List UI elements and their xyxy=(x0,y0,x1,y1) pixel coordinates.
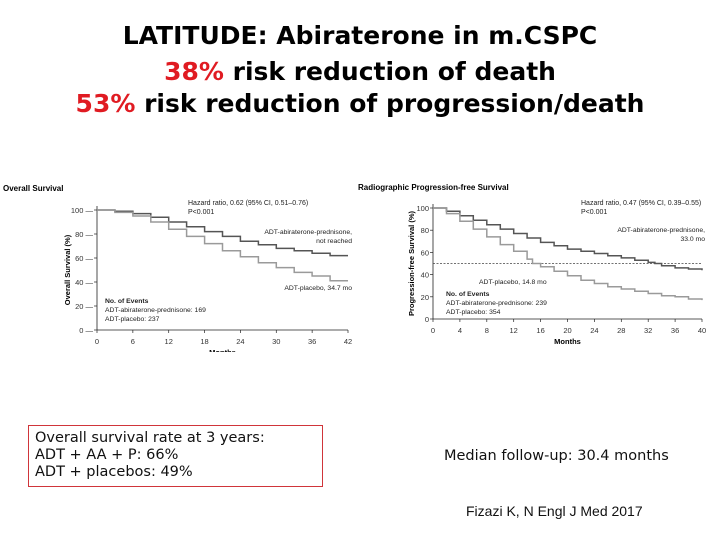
os-ytick-label: 60 — xyxy=(75,254,93,263)
os-ylabel: Overall Survival (%) xyxy=(63,234,72,305)
os-rate-heading: Overall survival rate at 3 years: xyxy=(35,430,265,446)
os-hazard-ratio: Hazard ratio, 0.62 (95% CI, 0.51–0.76) xyxy=(188,200,308,207)
pfs-ytick-label: 40 xyxy=(421,271,429,280)
pfs-xlabel: Months xyxy=(554,337,581,346)
os-events-row: ADT-placebo: 237 xyxy=(105,316,160,323)
os-series-placebo xyxy=(97,209,348,282)
citation: Fizazi K, N Engl J Med 2017 xyxy=(466,503,643,519)
pfs-series-placebo xyxy=(433,207,703,301)
pfs-events-title: No. of Events xyxy=(446,291,490,298)
progression-reduction-text: risk reduction of progression/death xyxy=(135,89,645,118)
os-events-title: No. of Events xyxy=(105,298,149,305)
os-xtick-label: 0 xyxy=(95,337,99,346)
os-p-value: P<0.001 xyxy=(188,209,214,216)
os-xtick-label: 42 xyxy=(344,337,352,346)
subtitle-death: 38% risk reduction of death xyxy=(0,56,720,88)
rpfs-chart: Radiographic Progression-free Survival 0… xyxy=(358,183,706,346)
pfs-ylabel: Progression-free Survival (%) xyxy=(407,210,416,316)
median-followup: Median follow-up: 30.4 months xyxy=(444,448,669,464)
os-xtick-label: 6 xyxy=(131,337,135,346)
os-ytick-label: 20 — xyxy=(75,302,93,311)
progression-reduction-pct: 53% xyxy=(75,89,136,118)
os-ytick-label: 40 — xyxy=(75,278,93,287)
pfs-label-abiraterone: ADT-abiraterone-prednisone, xyxy=(617,227,705,234)
pfs-xtick-label: 12 xyxy=(510,326,518,335)
os-label-abiraterone-median: not reached xyxy=(316,238,352,245)
overall-survival-chart: Overall Survival 0 — 20 — 40 — 60 — 80 — 100 … xyxy=(3,184,352,352)
os-xlabel: Months xyxy=(209,348,236,352)
pfs-xtick-label: 16 xyxy=(536,326,544,335)
pfs-ytick-label: 0 xyxy=(425,315,429,324)
os-label-abiraterone: ADT-abiraterone-prednisone, xyxy=(264,229,352,236)
pfs-hazard-ratio: Hazard ratio, 0.47 (95% CI, 0.39–0.55) xyxy=(581,200,701,207)
os-rate-placebo: ADT + placebos: 49% xyxy=(35,464,193,480)
pfs-series-abiraterone xyxy=(433,207,703,271)
pfs-label-placebo: ADT-placebo, 14.8 mo xyxy=(479,279,547,286)
pfs-xtick-label: 32 xyxy=(644,326,652,335)
pfs-ytick-label: 100 xyxy=(416,204,429,213)
pfs-ytick-label: 20 xyxy=(421,293,429,302)
pfs-events-row: ADT-abiraterone-prednisone: 239 xyxy=(446,300,547,307)
os-rate-box: Overall survival rate at 3 years: ADT + … xyxy=(28,425,323,487)
os-series-abiraterone xyxy=(97,209,348,257)
slide-title: LATITUDE: Abiraterone in m.CSPC xyxy=(122,21,598,50)
os-chart-title: Overall Survival xyxy=(3,184,63,193)
pfs-xtick-label: 28 xyxy=(617,326,625,335)
pfs-xtick-label: 4 xyxy=(458,326,462,335)
death-reduction-text: risk reduction of death xyxy=(223,57,556,86)
pfs-ytick-label: 80 xyxy=(421,226,429,235)
rpfs-plot-area: 0 20 40 60 80 100 0 4 8 12 16 20 24 28 32 36 40 Months Pro… xyxy=(407,200,706,346)
pfs-xtick-label: 40 xyxy=(698,326,706,335)
os-rate-abiraterone: ADT + AA + P: 66% xyxy=(35,447,179,463)
os-plot-area: 0 — 20 — 40 — 60 — 80 — 100 — 0 6 12 18 24 30 36 42 Mo… xyxy=(63,200,352,352)
os-ytick-label: 0 — xyxy=(79,326,93,335)
pfs-xtick-label: 24 xyxy=(590,326,598,335)
rpfs-chart-title: Radiographic Progression-free Survival xyxy=(358,183,509,192)
death-reduction-pct: 38% xyxy=(164,57,224,86)
os-label-placebo: ADT-placebo, 34.7 mo xyxy=(284,285,352,292)
subtitle-progression: 53% risk reduction of progression/death xyxy=(0,88,720,120)
pfs-xtick-label: 8 xyxy=(485,326,489,335)
os-xtick-label: 36 xyxy=(308,337,316,346)
os-xtick-label: 12 xyxy=(165,337,173,346)
pfs-events-row: ADT-placebo: 354 xyxy=(446,309,501,316)
os-xtick-label: 18 xyxy=(200,337,208,346)
pfs-xtick-label: 36 xyxy=(671,326,679,335)
os-xtick-label: 30 xyxy=(272,337,280,346)
pfs-xtick-label: 20 xyxy=(563,326,571,335)
os-ytick-label: 80 — xyxy=(75,230,93,239)
os-xtick-label: 24 xyxy=(236,337,244,346)
pfs-label-abiraterone-median: 33.0 mo xyxy=(680,236,705,243)
pfs-p-value: P<0.001 xyxy=(581,209,607,216)
os-events-row: ADT-abiraterone-prednisone: 169 xyxy=(105,307,206,314)
os-ytick-label: 100 — xyxy=(71,206,94,215)
pfs-ytick-label: 60 xyxy=(421,248,429,257)
pfs-xtick-label: 0 xyxy=(431,326,435,335)
